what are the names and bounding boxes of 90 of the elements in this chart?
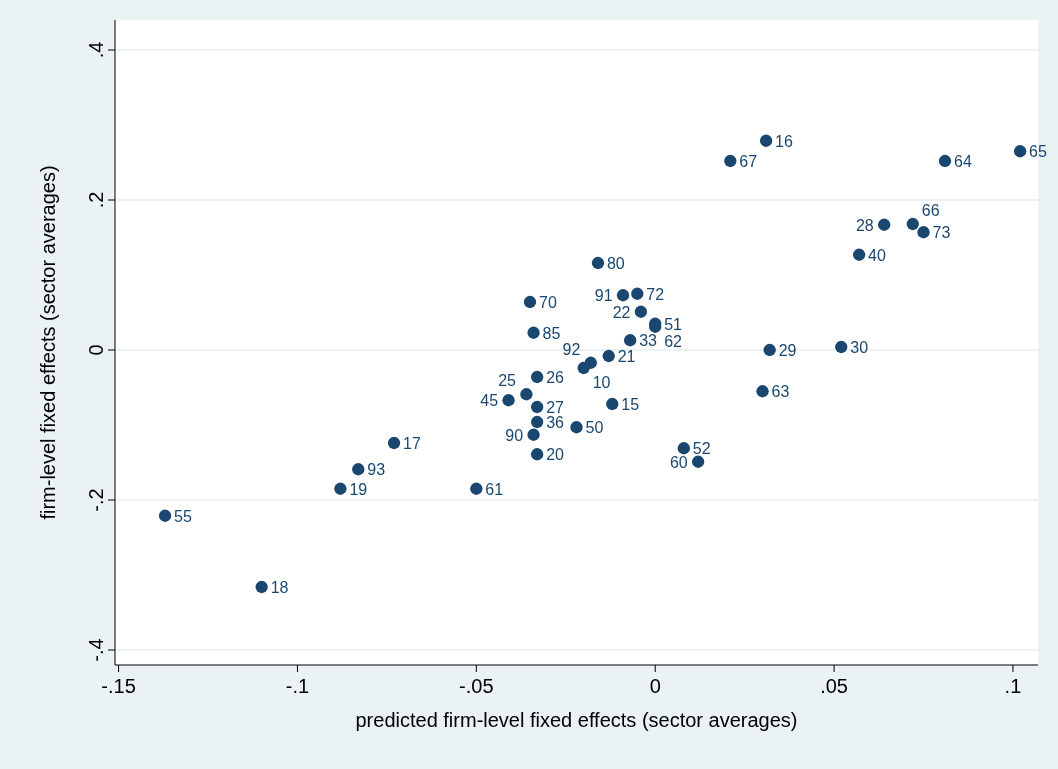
point <box>759 134 773 147</box>
point <box>623 334 637 347</box>
point <box>877 218 891 231</box>
point <box>584 356 597 369</box>
point <box>570 421 583 434</box>
point <box>677 442 691 455</box>
annotation: 17 <box>403 435 421 452</box>
annotation: 36 <box>546 414 565 431</box>
point <box>502 394 515 407</box>
x-tick-label: 0 <box>649 675 661 697</box>
annotation: 19 <box>349 480 368 498</box>
annotation: 64 <box>953 153 972 170</box>
annotation: 55 <box>174 507 192 525</box>
point <box>634 305 648 318</box>
annotation: 80 <box>606 255 625 272</box>
x-tick-label: .05 <box>820 675 848 697</box>
y-tick-label: 0 <box>85 344 107 356</box>
point <box>520 388 533 401</box>
point <box>527 326 540 339</box>
annotation: 29 <box>778 342 797 359</box>
point <box>852 248 866 261</box>
annotation: 40 <box>868 246 887 264</box>
annotation: 73 <box>932 224 951 242</box>
point <box>756 385 769 398</box>
annotation: 63 <box>771 383 790 401</box>
y-tick-label: .2 <box>85 191 107 209</box>
annotation: 70 <box>538 294 557 311</box>
point <box>724 154 737 168</box>
annotation: 93 <box>367 461 386 479</box>
annotation: 20 <box>546 446 565 464</box>
annotation: 15 <box>621 396 640 413</box>
x-tick-label: -.1 <box>285 675 310 697</box>
y-axis-title: firm-level fixed effects (sector averages) <box>37 165 59 520</box>
x-tick-label: -.15 <box>101 675 136 697</box>
annotation: 67 <box>739 153 758 170</box>
point <box>523 295 537 309</box>
point <box>352 463 365 476</box>
annotation: 30 <box>850 339 869 356</box>
annotation: 52 <box>692 440 711 458</box>
annotation: 72 <box>646 285 665 303</box>
point <box>631 287 644 300</box>
y-tick-label: -.4 <box>85 638 107 662</box>
x-tick-label: .1 <box>1004 675 1022 697</box>
point <box>606 397 619 411</box>
annotation: 66 <box>921 202 940 219</box>
annotation: 16 <box>775 132 794 150</box>
point <box>470 482 483 495</box>
annotation: 65 <box>1029 143 1048 161</box>
point <box>835 340 848 354</box>
annotation: 61 <box>485 480 504 498</box>
annotation: 18 <box>270 579 289 596</box>
annotation: 51 <box>664 315 683 333</box>
annotation: 85 <box>542 324 561 342</box>
point <box>691 455 705 468</box>
point <box>917 226 930 239</box>
point <box>530 370 544 384</box>
annotation: 91 <box>594 287 613 305</box>
point <box>591 256 605 270</box>
x-tick-label: -.05 <box>459 675 494 697</box>
y-tick-label: .4 <box>85 41 107 59</box>
annotation: 62 <box>664 332 683 350</box>
y-tick-label: -.2 <box>85 488 107 512</box>
annotation: 28 <box>855 216 874 234</box>
point <box>763 343 776 357</box>
annotation: 10 <box>592 374 611 391</box>
point <box>906 217 919 231</box>
annotation: 33 <box>639 332 658 350</box>
point <box>255 580 268 594</box>
point <box>530 400 544 414</box>
annotation: 22 <box>612 303 631 321</box>
point <box>527 428 540 441</box>
point <box>334 482 347 495</box>
annotation: 90 <box>505 426 524 444</box>
point <box>530 448 544 461</box>
annotation: 26 <box>546 369 565 386</box>
point <box>938 154 952 168</box>
x-axis-title: predicted firm-level fixed effects (sector averages) <box>355 709 798 731</box>
point <box>1013 145 1027 158</box>
point <box>158 509 172 522</box>
point <box>387 436 401 450</box>
annotation: 45 <box>480 392 499 410</box>
annotation: 92 <box>562 340 581 358</box>
annotation: 25 <box>498 372 517 390</box>
annotation: 60 <box>669 453 688 471</box>
point <box>530 415 544 429</box>
annotation: 21 <box>617 348 636 365</box>
point <box>602 349 615 363</box>
annotation: 50 <box>585 419 604 437</box>
annotation: 27 <box>546 399 565 416</box>
point <box>616 289 630 302</box>
